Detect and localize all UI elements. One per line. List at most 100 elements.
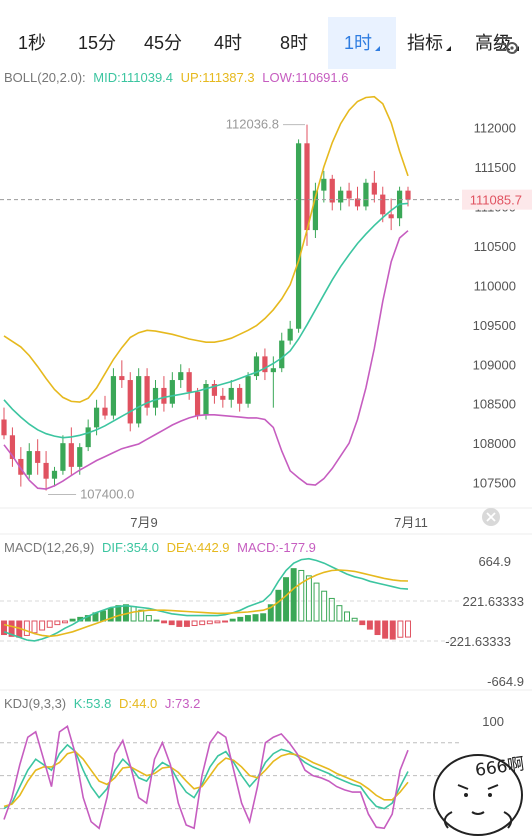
price-tick-label: 109500 <box>473 318 516 333</box>
macd-bar <box>244 615 251 622</box>
candle-body <box>405 190 411 200</box>
candle-body <box>144 376 150 408</box>
macd-bar <box>145 615 152 622</box>
tab-2[interactable]: 45分 <box>130 17 196 69</box>
candle-body <box>85 427 91 448</box>
candle-body <box>270 368 276 373</box>
candle-body <box>245 376 251 404</box>
macd-bar <box>161 620 168 624</box>
macd-bar <box>359 620 366 626</box>
candle-body <box>18 458 24 475</box>
macd-bar <box>397 620 404 638</box>
candle-body <box>380 194 386 215</box>
macd-bar <box>290 568 297 622</box>
price-tick-label: 109000 <box>473 357 516 372</box>
boll-legend-mid: MID:111039.4 <box>93 70 173 85</box>
tab-6[interactable]: 指标 <box>396 17 462 69</box>
macd-bar <box>153 619 160 622</box>
macd-dif-line <box>3 557 409 642</box>
boll-legend-low: LOW:110691.6 <box>262 70 348 85</box>
tab-1[interactable]: 15分 <box>64 17 130 69</box>
macd-tick-label: 221.63333 <box>463 594 524 609</box>
high-annotation: 112036.8 <box>226 117 279 132</box>
tab-0[interactable]: 1秒 <box>0 17 64 69</box>
candle-body <box>304 143 310 231</box>
macd-bar <box>1 620 7 636</box>
macd-bar <box>374 620 381 636</box>
macd-tick-label: 664.9 <box>478 554 511 569</box>
price-tick-label: 107500 <box>473 476 516 491</box>
candle-body <box>169 380 175 404</box>
macd-dea-line <box>3 569 409 638</box>
candle-body <box>51 470 58 479</box>
candle-body <box>295 143 302 329</box>
kdj-legend: KDJ(9,3,3) K:53.8 D:44.0 J:73.2 <box>4 696 200 711</box>
macd-bar <box>199 620 206 626</box>
kdj-j-line <box>3 725 409 830</box>
candle-body <box>194 391 201 416</box>
macd-bar <box>336 605 343 622</box>
boll-legend: BOLL(20,2.0): MID:111039.4 UP:111387.3 L… <box>4 70 348 85</box>
kdj-k-line <box>3 743 409 810</box>
low-annotation: 107400.0 <box>80 487 134 502</box>
macd-legend-macd: MACD:-177.9 <box>237 540 316 555</box>
macd-bar <box>298 569 305 622</box>
tab-label: 4时 <box>213 33 242 53</box>
macd-bar <box>62 620 68 624</box>
candle-body <box>136 376 142 424</box>
candle-body <box>321 178 327 191</box>
candle-body <box>287 328 293 341</box>
tab-label: 1时 <box>343 33 372 53</box>
macd-bar <box>176 620 183 627</box>
tab-4[interactable]: 8时 <box>260 17 328 69</box>
price-tick-label: 108000 <box>473 436 516 451</box>
kdj-legend-k: K:53.8 <box>74 696 112 711</box>
macd-bar <box>328 597 335 622</box>
macd-legend-dif: DIF:354.0 <box>102 540 159 555</box>
macd-bar <box>206 620 213 625</box>
candle-body <box>35 451 41 463</box>
tab-label: 45分 <box>143 33 183 53</box>
candle-body <box>363 182 369 207</box>
macd-bar <box>366 620 373 630</box>
candle-body <box>354 198 361 207</box>
kdj-d-line <box>3 750 409 808</box>
macd-bar <box>252 614 259 622</box>
candle-body <box>237 387 243 404</box>
macd-bar <box>46 620 53 628</box>
macd-legend-dea: DEA:442.9 <box>167 540 230 555</box>
boll-low-line <box>3 230 409 490</box>
macd-bar <box>130 606 137 622</box>
boll-mid-line <box>3 202 409 439</box>
close-icon <box>486 512 496 522</box>
current-price-tag <box>462 189 532 210</box>
kdj-panel: 100 <box>0 714 504 830</box>
macd-bar <box>389 620 396 640</box>
kdj-tick-label: 100 <box>482 714 504 729</box>
tab-label: 1秒 <box>17 33 46 53</box>
boll-legend-name: BOLL(20,2.0): <box>4 70 86 85</box>
date-label: 7月11 <box>394 515 428 530</box>
macd-bar <box>305 575 312 622</box>
candle-body <box>93 407 100 428</box>
candle-body <box>279 340 285 369</box>
macd-bar <box>54 620 61 626</box>
tab-label: 15分 <box>77 33 117 53</box>
date-label: 7月9 <box>130 515 157 530</box>
tab-3[interactable]: 4时 <box>196 17 260 69</box>
candle-body <box>228 387 234 400</box>
macd-legend-name: MACD(12,26,9) <box>4 540 94 555</box>
candle-body <box>211 383 218 396</box>
price-tick-label: 110000 <box>474 278 516 293</box>
chart-settings-icon[interactable] <box>496 37 518 54</box>
macd-bar <box>275 589 282 622</box>
candle-body <box>371 182 377 195</box>
macd-bar <box>183 620 190 627</box>
price-tick-label: 112000 <box>474 121 516 136</box>
candle-body <box>329 178 335 203</box>
collapse-button[interactable] <box>482 508 500 526</box>
tab-5[interactable]: 1时 <box>328 17 396 69</box>
macd-legend: MACD(12,26,9) DIF:354.0 DEA:442.9 MACD:-… <box>4 540 316 555</box>
current-price-label: 111085.7 <box>470 193 522 208</box>
